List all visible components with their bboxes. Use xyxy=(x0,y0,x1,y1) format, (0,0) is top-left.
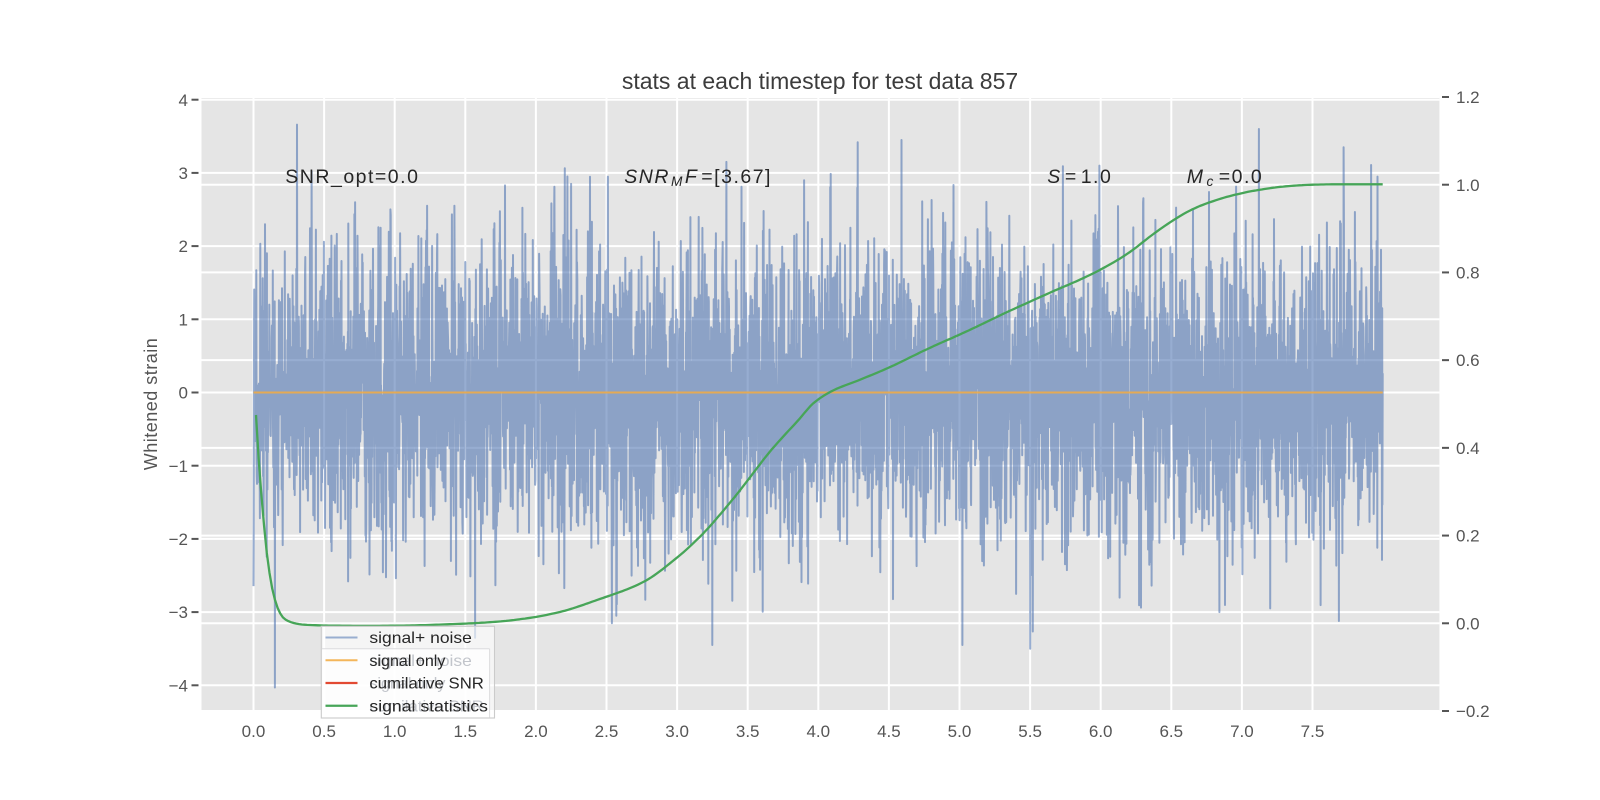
svg-text:1.5: 1.5 xyxy=(453,722,477,741)
svg-text:cumilative SNR: cumilative SNR xyxy=(369,676,484,693)
svg-text:2.0: 2.0 xyxy=(524,722,548,741)
svg-text:0.2: 0.2 xyxy=(1456,527,1480,546)
svg-text:0.5: 0.5 xyxy=(312,722,336,741)
svg-text:5.5: 5.5 xyxy=(1018,722,1042,741)
svg-text:4: 4 xyxy=(179,91,188,110)
svg-text:3.5: 3.5 xyxy=(736,722,760,741)
svg-text:0.4: 0.4 xyxy=(1456,439,1480,458)
svg-text:signal only: signal only xyxy=(369,676,445,693)
svg-text:4.0: 4.0 xyxy=(806,722,830,741)
svg-text:−1: −1 xyxy=(169,457,188,476)
svg-text:0.6: 0.6 xyxy=(1456,351,1480,370)
svg-text:0.8: 0.8 xyxy=(1456,264,1480,283)
svg-text:6.5: 6.5 xyxy=(1159,722,1183,741)
svg-text:S=1.0: S = 1.0 xyxy=(1047,166,1112,188)
svg-text:5.0: 5.0 xyxy=(948,722,972,741)
svg-text:cumilative SNR: cumilative SNR xyxy=(369,698,484,715)
svg-text:signal statistics: signal statistics xyxy=(369,698,488,715)
svg-text:1.2: 1.2 xyxy=(1456,88,1480,107)
svg-text:3: 3 xyxy=(179,164,188,183)
svg-text:Whitened strain: Whitened strain xyxy=(141,338,161,471)
svg-text:0.0: 0.0 xyxy=(242,722,266,741)
svg-text:0.0: 0.0 xyxy=(1456,614,1480,633)
svg-text:2.5: 2.5 xyxy=(595,722,619,741)
svg-text:7.5: 7.5 xyxy=(1301,722,1325,741)
svg-text:−4: −4 xyxy=(169,676,188,695)
svg-text:−0.2: −0.2 xyxy=(1456,702,1490,721)
svg-text:6.0: 6.0 xyxy=(1089,722,1113,741)
svg-text:−3: −3 xyxy=(169,603,188,622)
svg-text:SNRMF=[3.67]: SNRMF =[3.67] xyxy=(624,166,772,189)
svg-text:7.0: 7.0 xyxy=(1230,722,1254,741)
svg-text:signal+ noise: signal+ noise xyxy=(369,630,472,647)
svg-text:signal only: signal only xyxy=(369,653,445,670)
svg-text:4.5: 4.5 xyxy=(877,722,901,741)
svg-text:1.0: 1.0 xyxy=(383,722,407,741)
svg-text:−2: −2 xyxy=(169,530,188,549)
svg-text:3.0: 3.0 xyxy=(665,722,689,741)
svg-text:signal+ noise: signal+ noise xyxy=(369,653,472,670)
svg-text:1.0: 1.0 xyxy=(1456,176,1480,195)
svg-text:1: 1 xyxy=(179,310,188,329)
svg-text:stats at each timestep for tes: stats at each timestep for test data 857 xyxy=(622,68,1018,94)
svg-text:0: 0 xyxy=(179,384,188,403)
svg-text:SNR_opt=0.0: SNR_opt=0.0 xyxy=(285,166,419,188)
svg-text:2: 2 xyxy=(179,237,188,256)
svg-text:Mc=0.0: Mc =0.0 xyxy=(1187,166,1264,189)
